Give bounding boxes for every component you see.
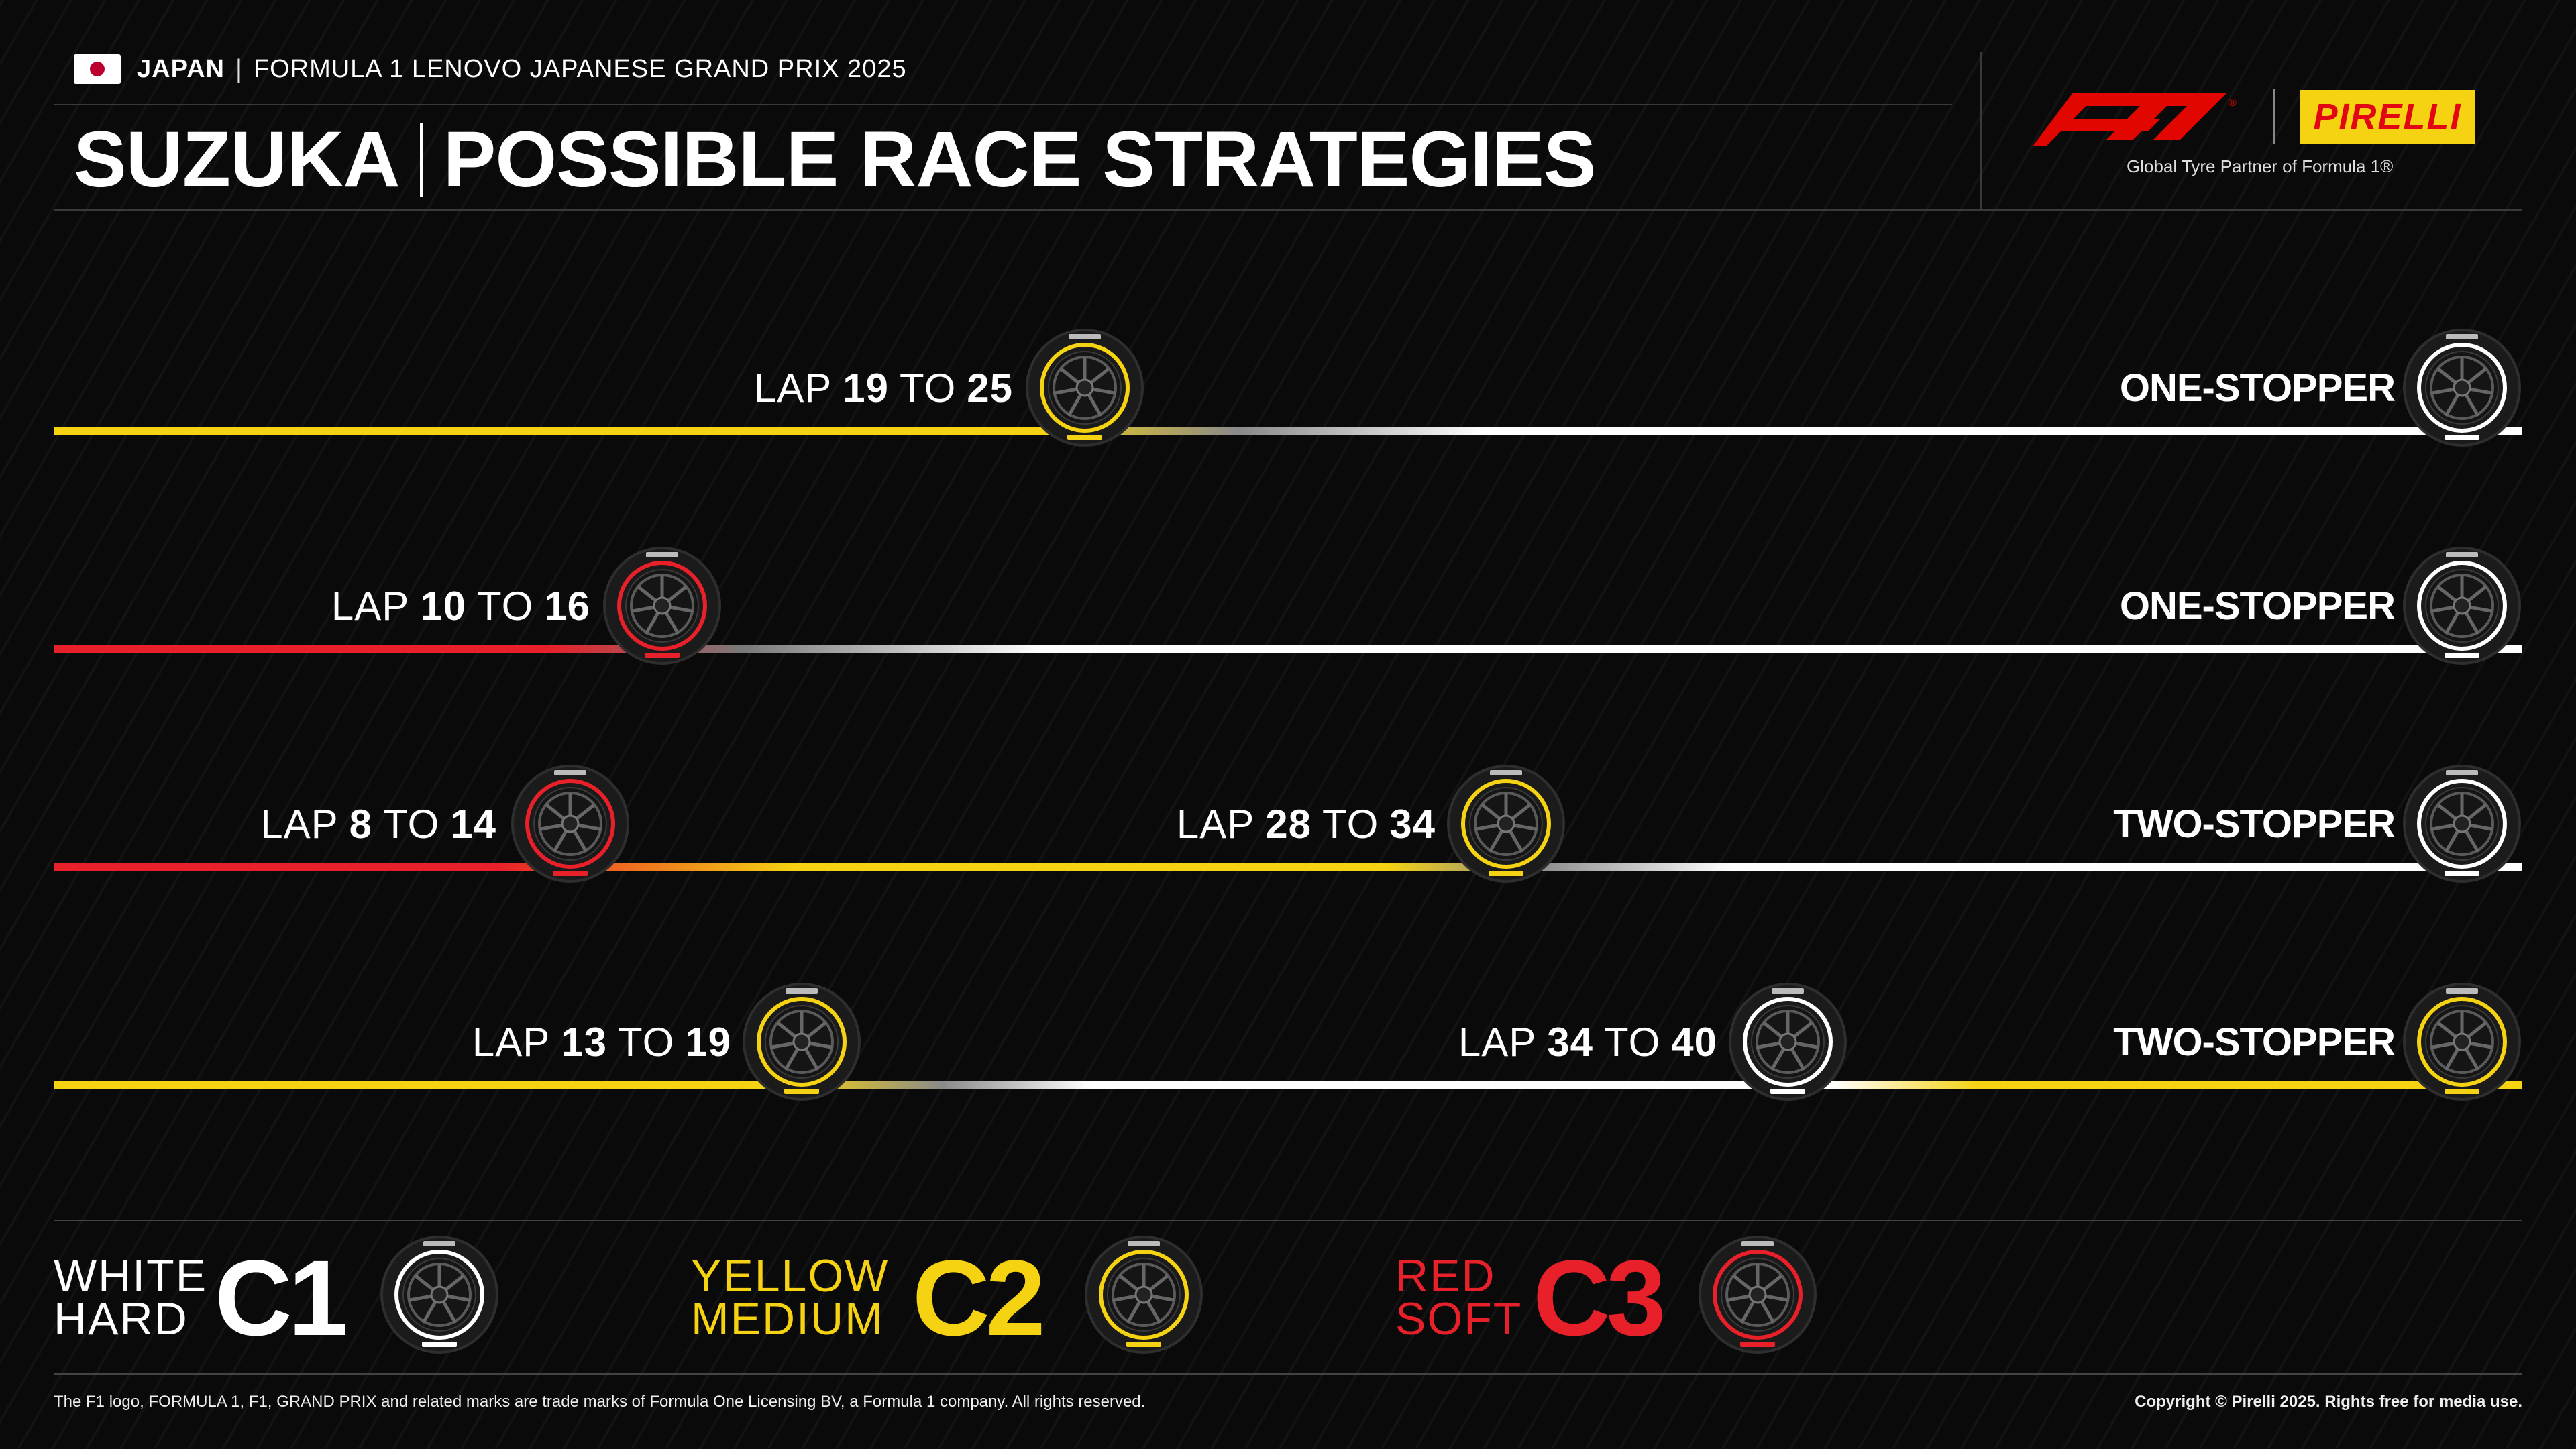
lap-to-word: TO	[618, 1019, 675, 1065]
hard-tyre-icon	[1727, 981, 1848, 1102]
lap-prefix: LAP	[331, 583, 410, 629]
japan-flag-icon	[74, 54, 121, 84]
medium-tyre-icon	[1446, 763, 1566, 884]
legend-compound-name: SOFT	[1395, 1293, 1523, 1344]
soft-tyre-icon	[510, 763, 631, 884]
pit-window-label: LAP 19 TO 25	[604, 361, 1013, 415]
page-title: SUZUKA POSSIBLE RACE STRATEGIES	[74, 113, 1597, 207]
header-bottom-divider	[54, 209, 2522, 211]
lap-from: 8	[349, 801, 372, 847]
lap-to-word: TO	[1322, 801, 1379, 847]
strategy-type-label: TWO-STOPPER	[2113, 802, 2396, 846]
lap-prefix: LAP	[472, 1019, 551, 1065]
legend-color-name: RED	[1395, 1250, 1496, 1301]
stint-line	[54, 863, 2522, 871]
header-event-line: JAPAN | FORMULA 1 LENOVO JAPANESE GRAND …	[74, 52, 907, 86]
lap-prefix: LAP	[1458, 1019, 1537, 1065]
pit-window-label: LAP 34 TO 40	[1275, 1015, 1717, 1069]
legend-color-name: WHITE	[54, 1250, 208, 1301]
soft-tyre-icon	[1697, 1234, 1818, 1355]
lap-from: 19	[843, 365, 889, 411]
circuit-name: SUZUKA	[74, 115, 400, 204]
partner-tagline: Global Tyre Partner of Formula 1®	[2127, 156, 2394, 176]
legend-compound-code: C1	[215, 1238, 348, 1358]
legend-top-divider	[54, 1220, 2522, 1221]
lap-to: 14	[450, 801, 496, 847]
medium-tyre-icon	[741, 981, 862, 1102]
stint-line	[54, 1081, 2522, 1089]
soft-tyre-icon	[602, 545, 722, 666]
pirelli-logo: PIRELLI	[2300, 90, 2475, 144]
f1-logo: ®	[2033, 86, 2254, 150]
copyright-notice: Copyright © Pirelli 2025. Rights free fo…	[2135, 1393, 2522, 1411]
strategy-type-label: ONE-STOPPER	[2119, 584, 2396, 628]
pit-window-label: LAP 8 TO 14	[134, 797, 496, 851]
svg-text:®: ®	[2229, 97, 2237, 109]
hard-tyre-icon	[379, 1234, 500, 1355]
trademark-notice: The F1 logo, FORMULA 1, F1, GRAND PRIX a…	[54, 1393, 1146, 1411]
lap-to: 19	[685, 1019, 731, 1065]
f1-logo-graphic: ®	[2033, 93, 2237, 146]
lap-to-word: TO	[1604, 1019, 1661, 1065]
lap-to: 25	[967, 365, 1013, 411]
lap-prefix: LAP	[260, 801, 339, 847]
legend-compound-name: MEDIUM	[691, 1293, 884, 1344]
hard-tyre-icon	[2402, 545, 2522, 666]
pit-window-label: LAP 13 TO 19	[335, 1015, 731, 1069]
lap-to: 34	[1389, 801, 1436, 847]
lap-prefix: LAP	[753, 365, 833, 411]
medium-tyre-icon	[1083, 1234, 1204, 1355]
legend-compound-name: HARD	[54, 1293, 189, 1344]
pit-window-label: LAP 10 TO 16	[201, 579, 590, 633]
header-divider	[54, 104, 1952, 105]
lap-to-word: TO	[900, 365, 957, 411]
strategy-type-label: TWO-STOPPER	[2113, 1020, 2396, 1064]
title-text: POSSIBLE RACE STRATEGIES	[443, 115, 1597, 204]
header-vertical-divider	[1980, 52, 1982, 211]
strategy-type-label: ONE-STOPPER	[2119, 366, 2396, 410]
event-name: FORMULA 1 LENOVO JAPANESE GRAND PRIX 202…	[253, 54, 907, 83]
lap-from: 13	[561, 1019, 607, 1065]
legend-compound-code: C3	[1533, 1238, 1666, 1358]
lap-prefix: LAP	[1176, 801, 1255, 847]
country-label: JAPAN	[137, 54, 225, 83]
legend-color-name: YELLOW	[691, 1250, 890, 1301]
medium-tyre-icon	[1024, 327, 1145, 448]
lap-from: 34	[1547, 1019, 1593, 1065]
medium-tyre-icon	[2402, 981, 2522, 1102]
hard-tyre-icon	[2402, 327, 2522, 448]
lap-to-word: TO	[477, 583, 534, 629]
hard-tyre-icon	[2402, 763, 2522, 884]
lap-to: 40	[1671, 1019, 1717, 1065]
lap-to: 16	[544, 583, 590, 629]
title-separator	[419, 123, 423, 197]
lap-from: 28	[1265, 801, 1311, 847]
legend-compound-code: C2	[912, 1238, 1046, 1358]
header-separator: |	[235, 54, 243, 83]
stint-line	[54, 427, 2522, 435]
stint-line	[54, 645, 2522, 653]
lap-from: 10	[420, 583, 466, 629]
logo-divider	[2273, 89, 2275, 144]
footer-divider	[54, 1373, 2522, 1375]
lap-to-word: TO	[383, 801, 440, 847]
pit-window-label: LAP 28 TO 34	[1006, 797, 1436, 851]
